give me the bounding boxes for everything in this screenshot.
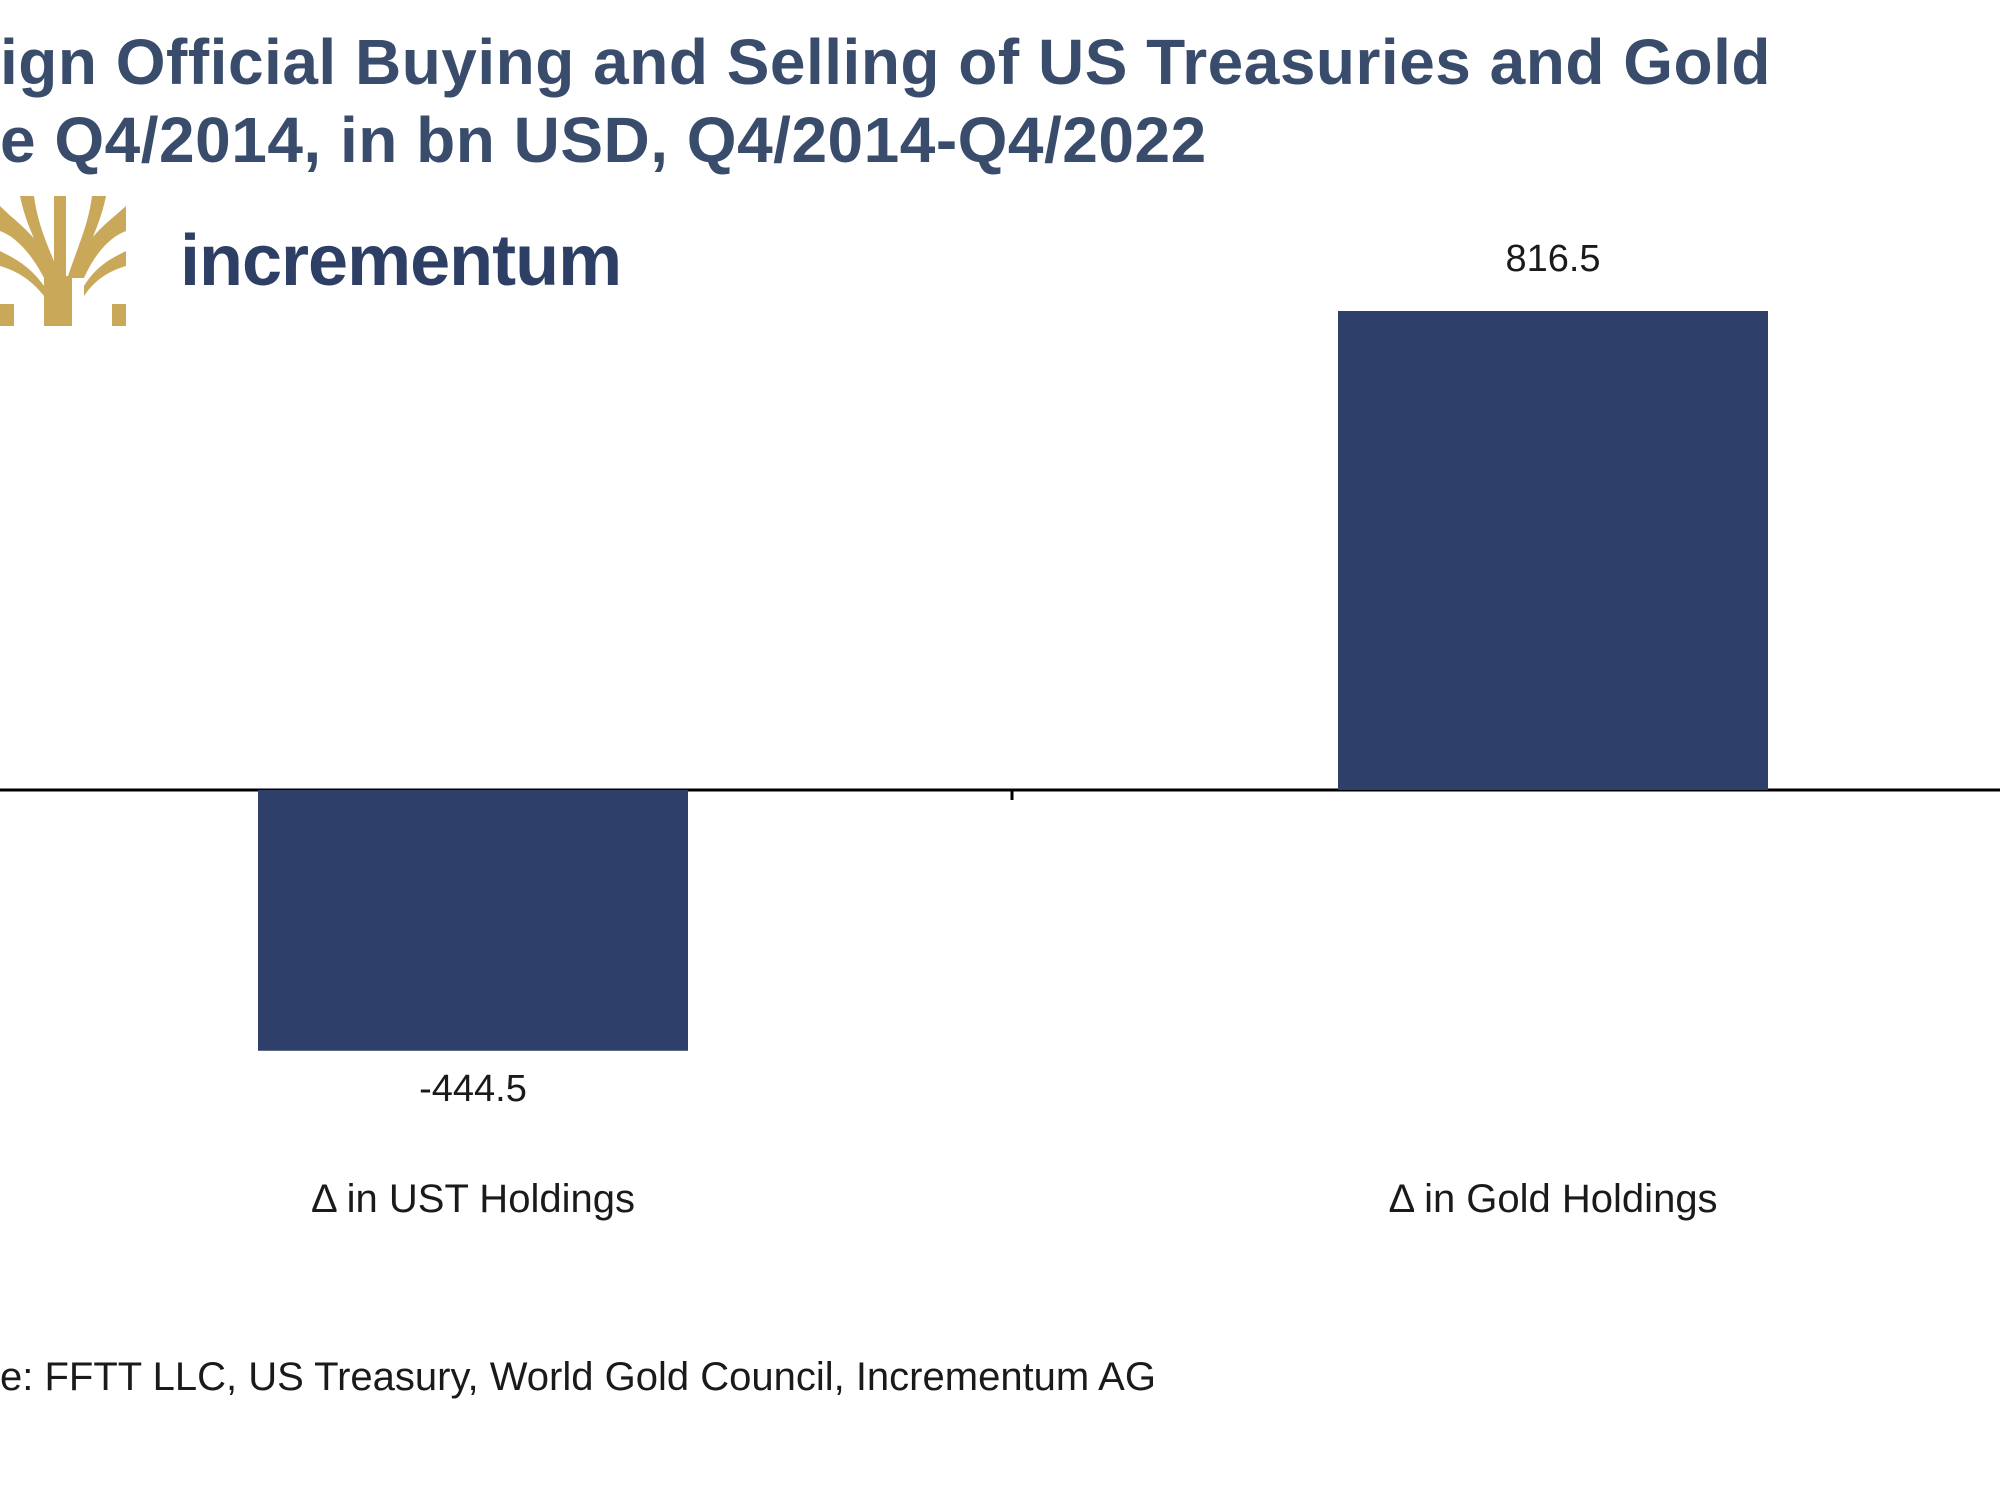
chart-title-line-1: ign Official Buying and Selling of US Tr…: [0, 26, 1771, 98]
tree-logo-icon: [0, 196, 126, 326]
category-label: Δ in Gold Holdings: [1388, 1177, 1717, 1221]
source-note: e: FFTT LLC, US Treasury, World Gold Cou…: [0, 1355, 1156, 1399]
category-label: Δ in UST Holdings: [311, 1177, 635, 1221]
chart-title-line-2: e Q4/2014, in bn USD, Q4/2014-Q4/2022: [0, 104, 1207, 176]
bar-ust-holdings: [258, 790, 688, 1051]
data-label: 816.5: [1505, 238, 1600, 280]
bar-gold-holdings: [1338, 311, 1768, 790]
data-label: -444.5: [419, 1068, 527, 1110]
brand-name: incrementum: [180, 221, 622, 301]
